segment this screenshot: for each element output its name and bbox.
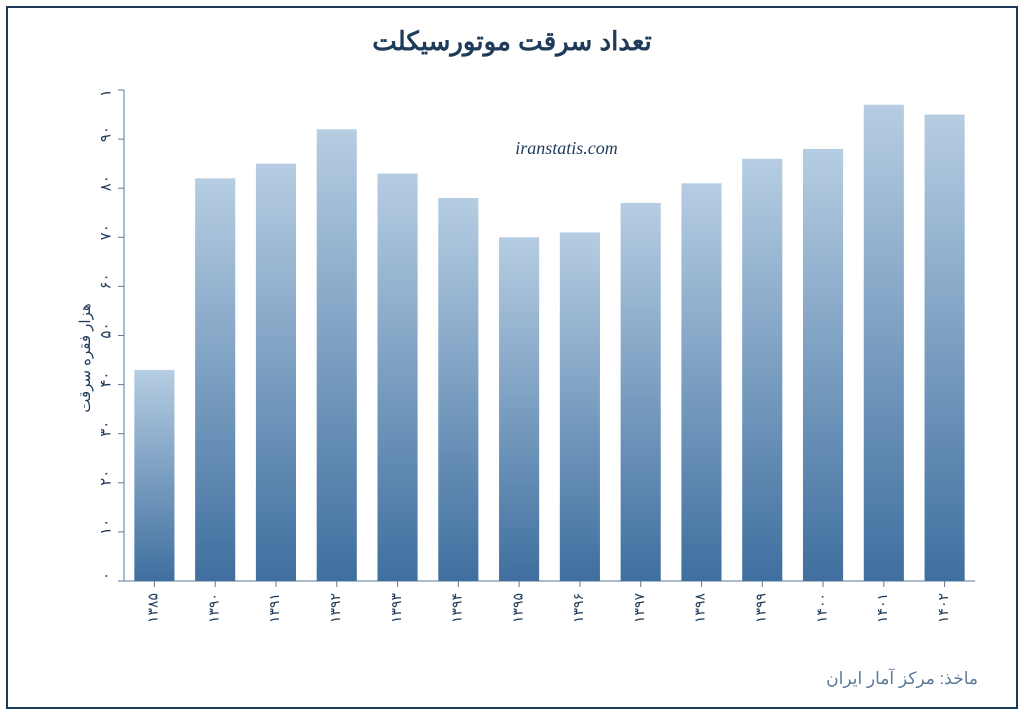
svg-text:۵۰: ۵۰: [98, 322, 114, 338]
svg-text:۱۳۹۴: ۱۳۹۴: [451, 593, 466, 623]
watermark: iranstatis.com: [515, 138, 618, 158]
chart-svg: ۰ ۱۰ ۲۰ ۳۰ ۴۰ ۵۰ ۶۰ ۷۰ ۸۰ ۹۰ ۱۰۰ ۱۳۸۵ ۱۳۹۰ ۱۳۹۱ ۱۳۹۲ ۱۳…: [88, 86, 981, 627]
bar: [560, 232, 600, 581]
svg-text:۲۰: ۲۰: [98, 470, 114, 486]
svg-text:۳۰: ۳۰: [98, 421, 114, 437]
bar: [134, 370, 174, 581]
svg-text:۱۳۸۵: ۱۳۸۵: [147, 593, 162, 623]
chart-source: ماخذ: مرکز آمار ایران: [826, 669, 978, 689]
svg-text:۱۳۹۱: ۱۳۹۱: [268, 593, 283, 623]
bar: [621, 203, 661, 581]
bar: [925, 115, 965, 581]
svg-text:۱۳۹۸: ۱۳۹۸: [694, 593, 709, 624]
svg-text:۰: ۰: [98, 572, 114, 580]
svg-text:۱۳۹۳: ۱۳۹۳: [390, 593, 405, 624]
svg-text:۱۳۹۶: ۱۳۹۶: [572, 593, 587, 623]
chart-frame: تعداد سرقت موتورسیکلت هزار فقره سرقت ۰۱۰…: [6, 6, 1018, 709]
svg-text:۱۴۰۰: ۱۴۰۰: [815, 593, 830, 623]
bar: [317, 129, 357, 581]
bar: [742, 159, 782, 581]
bar: [681, 183, 721, 581]
svg-text:۱۳۹۷: ۱۳۹۷: [633, 593, 648, 624]
bar: [499, 237, 539, 581]
bar: [864, 105, 904, 581]
bar: [438, 198, 478, 581]
svg-text:۱۳۹۰: ۱۳۹۰: [207, 593, 222, 623]
bar: [195, 178, 235, 581]
bar: [256, 164, 296, 581]
svg-text:۱۳۹۹: ۱۳۹۹: [754, 593, 769, 623]
svg-text:۱۳۹۵: ۱۳۹۵: [511, 593, 526, 623]
svg-text:۱۳۹۲: ۱۳۹۲: [329, 593, 344, 623]
svg-text:۱۰۰: ۱۰۰: [98, 86, 114, 97]
svg-text:۹۰: ۹۰: [98, 126, 114, 142]
svg-text:۱۴۰۱: ۱۴۰۱: [876, 593, 891, 623]
svg-text:۷۰: ۷۰: [98, 224, 114, 240]
svg-text:۱۰: ۱۰: [98, 519, 114, 535]
bar: [803, 149, 843, 581]
svg-text:۸۰: ۸۰: [98, 175, 114, 191]
svg-text:۱۴۰۲: ۱۴۰۲: [937, 593, 952, 623]
plot-area: ۰ ۱۰ ۲۰ ۳۰ ۴۰ ۵۰ ۶۰ ۷۰ ۸۰ ۹۰ ۱۰۰ ۱۳۸۵ ۱۳۹۰ ۱۳۹۱ ۱۳۹۲ ۱۳…: [88, 86, 981, 627]
svg-text:۶۰: ۶۰: [98, 273, 114, 289]
svg-text:۴۰: ۴۰: [98, 372, 114, 388]
bar: [377, 173, 417, 581]
chart-title: تعداد سرقت موتورسیکلت: [8, 26, 1016, 57]
